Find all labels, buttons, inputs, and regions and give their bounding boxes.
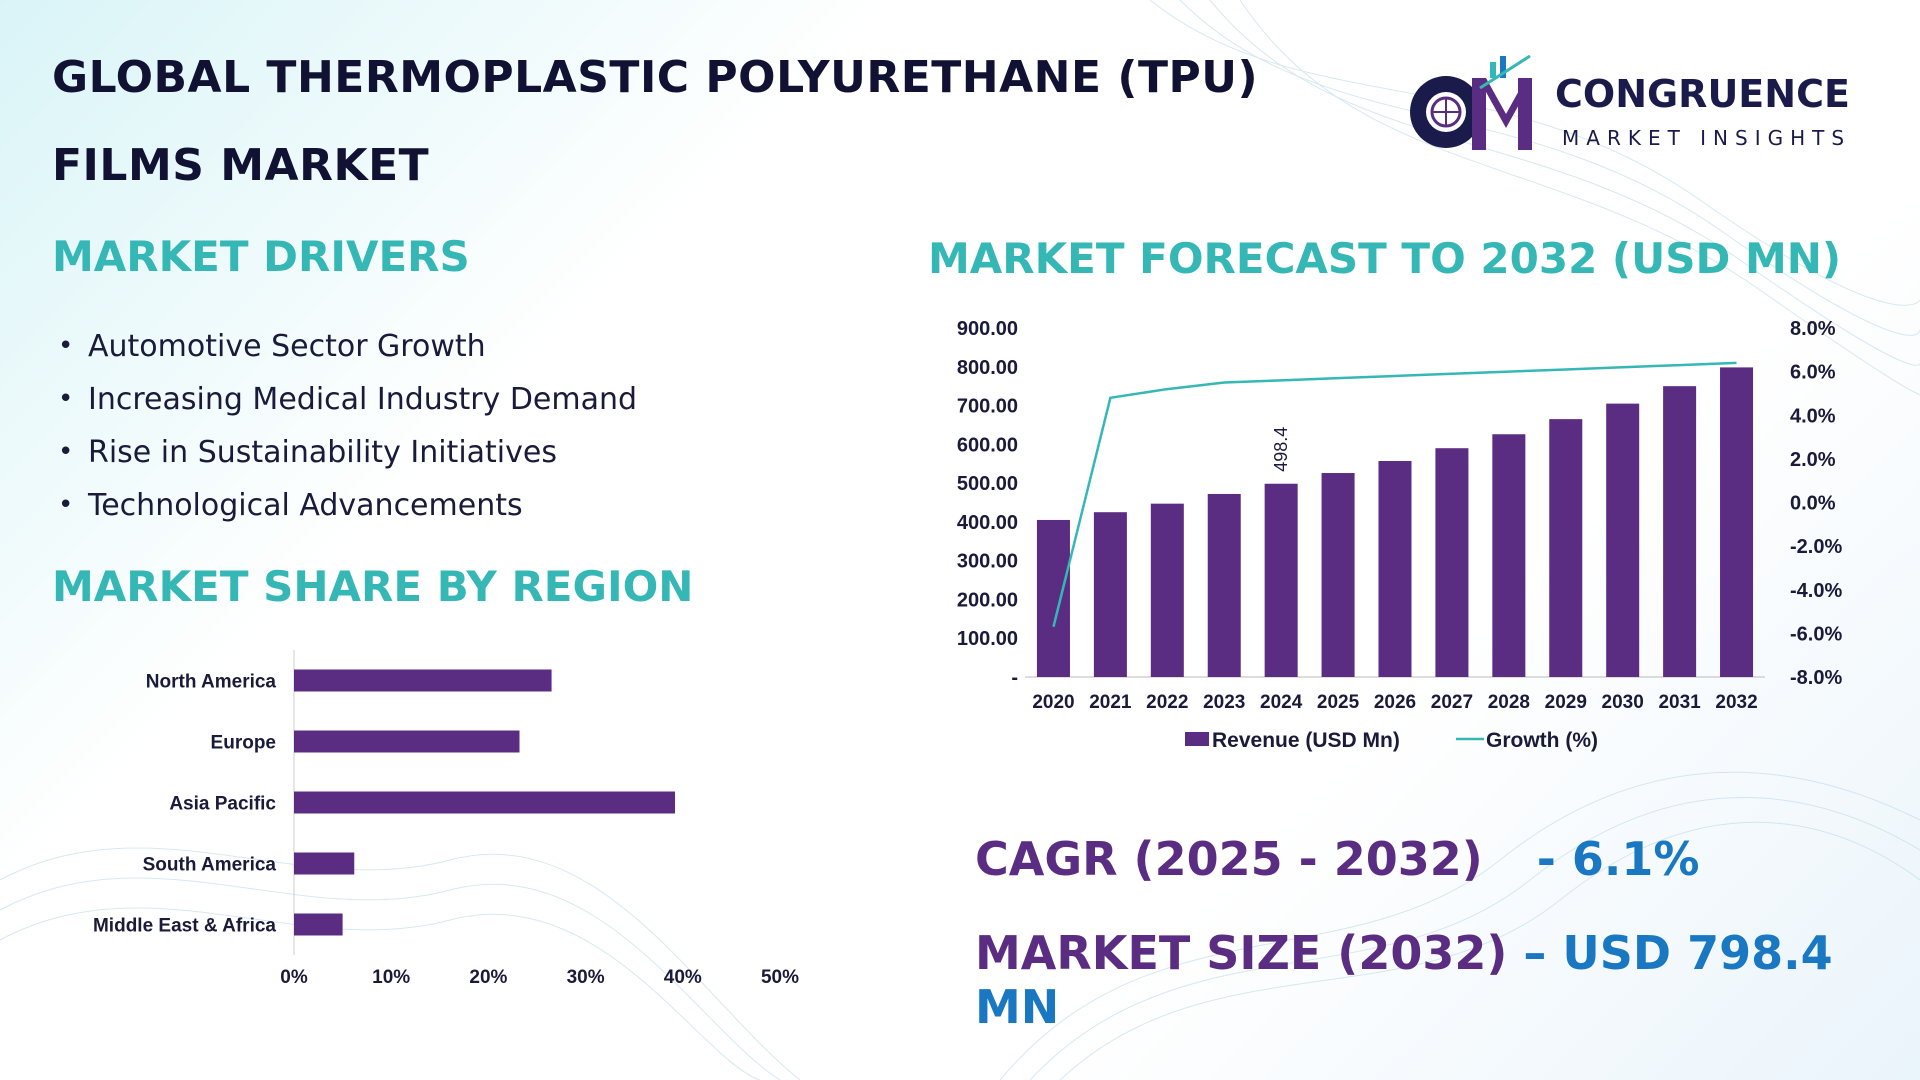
y-tick-label: 800.00	[957, 357, 1018, 379]
cagr-kpi: CAGR (2025 - 2032) - 6.1%	[975, 832, 1699, 886]
y2-tick-label: 6.0%	[1790, 362, 1836, 384]
y-tick-label: 500.00	[957, 473, 1018, 495]
x-tick-label: 2030	[1602, 692, 1644, 713]
page-title: GLOBAL THERMOPLASTIC POLYURETHANE (TPU) …	[52, 34, 1352, 210]
driver-item: Technological Advancements	[52, 479, 812, 532]
y-tick-label: 400.00	[957, 512, 1018, 534]
region-heading: MARKET SHARE BY REGION	[52, 562, 694, 611]
market-forecast-chart: - 100.00 200.00 300.00 400.00 500.00 600.00 700…	[957, 318, 1843, 752]
title-line-1: GLOBAL THERMOPLASTIC POLYURETHANE (TPU)	[52, 52, 1259, 103]
logo-mark-icon	[1410, 54, 1532, 150]
drivers-heading: MARKET DRIVERS	[52, 232, 470, 281]
revenue-bar	[1663, 386, 1697, 677]
logo-subtitle: MARKET INSIGHTS	[1562, 126, 1852, 150]
growth-line	[1052, 361, 1737, 628]
y-tick-label: -	[1011, 667, 1018, 689]
drivers-list: Automotive Sector Growth Increasing Medi…	[52, 320, 812, 532]
revenue-bar	[1606, 403, 1640, 677]
y2-tick-label: 2.0%	[1790, 449, 1836, 471]
revenue-bar	[1321, 473, 1355, 677]
title-line-2: FILMS MARKET	[52, 140, 430, 191]
y2-tick-label: 4.0%	[1790, 405, 1836, 427]
category-label: Asia Pacific	[169, 794, 276, 815]
x-tick-label: 2022	[1146, 692, 1188, 713]
cagr-value: 6.1%	[1571, 832, 1700, 886]
y2-tick-label: -8.0%	[1790, 667, 1842, 689]
x-tick-label: 10%	[372, 967, 410, 988]
x-tick-label: 2031	[1658, 692, 1701, 713]
legend-revenue-label: Revenue (USD Mn)	[1212, 729, 1400, 752]
revenue-bar	[1264, 483, 1298, 677]
x-tick-label: 40%	[664, 967, 702, 988]
revenue-bar	[1207, 493, 1241, 677]
y2-tick-label: 0.0%	[1790, 493, 1836, 515]
driver-item: Increasing Medical Industry Demand	[52, 373, 812, 426]
revenue-bar	[1492, 434, 1526, 677]
legend-revenue-swatch	[1185, 732, 1209, 746]
forecast-heading: MARKET FORECAST TO 2032 (USD MN)	[928, 234, 1842, 283]
category-label: Europe	[211, 733, 276, 754]
x-tick-label: 0%	[280, 967, 308, 988]
x-tick-label: 2028	[1488, 692, 1530, 713]
region-bar	[294, 913, 343, 936]
y-tick-label: 600.00	[957, 434, 1018, 456]
data-label: 498.4	[1271, 427, 1291, 472]
region-bar	[294, 852, 355, 875]
y-tick-label: 200.00	[957, 589, 1018, 611]
revenue-bar	[1378, 461, 1412, 677]
region-bar	[294, 669, 552, 692]
cagr-label: CAGR (2025 - 2032)	[975, 832, 1483, 886]
category-label: South America	[143, 855, 277, 876]
company-logo: CONGRUENCE MARKET INSIGHTS	[1400, 52, 1880, 162]
region-bar	[294, 730, 520, 753]
revenue-bar	[1036, 519, 1070, 677]
revenue-bar	[1549, 419, 1583, 677]
market-size-separator: –	[1523, 926, 1547, 980]
region-bar	[294, 791, 676, 814]
revenue-bar	[1150, 503, 1184, 677]
y-tick-label: 900.00	[957, 318, 1018, 340]
y-tick-label: 100.00	[957, 628, 1018, 650]
market-size-kpi: MARKET SIZE (2032) – USD 798.4 MN	[975, 926, 1920, 1034]
market-size-value: USD 798.4 MN	[975, 926, 1833, 1034]
revenue-bar	[1720, 367, 1754, 677]
market-size-label: MARKET SIZE (2032)	[975, 926, 1508, 980]
cagr-separator: -	[1536, 832, 1556, 886]
category-label: North America	[146, 672, 277, 693]
x-tick-label: 2021	[1089, 692, 1132, 713]
x-tick-label: 2023	[1203, 692, 1245, 713]
y2-tick-label: -4.0%	[1790, 580, 1842, 602]
y-tick-label: 700.00	[957, 396, 1018, 418]
y2-tick-label: 8.0%	[1790, 318, 1836, 340]
x-tick-label: 2020	[1032, 692, 1074, 713]
category-label: Middle East & Africa	[93, 916, 276, 937]
revenue-bar	[1093, 512, 1127, 677]
x-tick-label: 20%	[469, 967, 507, 988]
x-tick-label: 50%	[761, 967, 799, 988]
region-share-chart: North America Europe Asia Pacific South Ame…	[93, 650, 799, 988]
y2-tick-label: -6.0%	[1790, 623, 1842, 645]
x-tick-label: 2024	[1260, 692, 1303, 713]
y2-tick-label: -2.0%	[1790, 536, 1842, 558]
revenue-bar	[1435, 448, 1469, 677]
x-tick-label: 2025	[1317, 692, 1360, 713]
driver-item: Automotive Sector Growth	[52, 320, 812, 373]
driver-item: Rise in Sustainability Initiatives	[52, 426, 812, 479]
x-tick-label: 30%	[567, 967, 605, 988]
x-tick-label: 2027	[1431, 692, 1473, 713]
logo-name: CONGRUENCE	[1555, 72, 1850, 116]
y-tick-label: 300.00	[957, 551, 1018, 573]
x-tick-label: 2026	[1374, 692, 1416, 713]
legend-growth-label: Growth (%)	[1486, 729, 1598, 752]
x-tick-label: 2032	[1715, 692, 1757, 713]
x-tick-label: 2029	[1545, 692, 1587, 713]
